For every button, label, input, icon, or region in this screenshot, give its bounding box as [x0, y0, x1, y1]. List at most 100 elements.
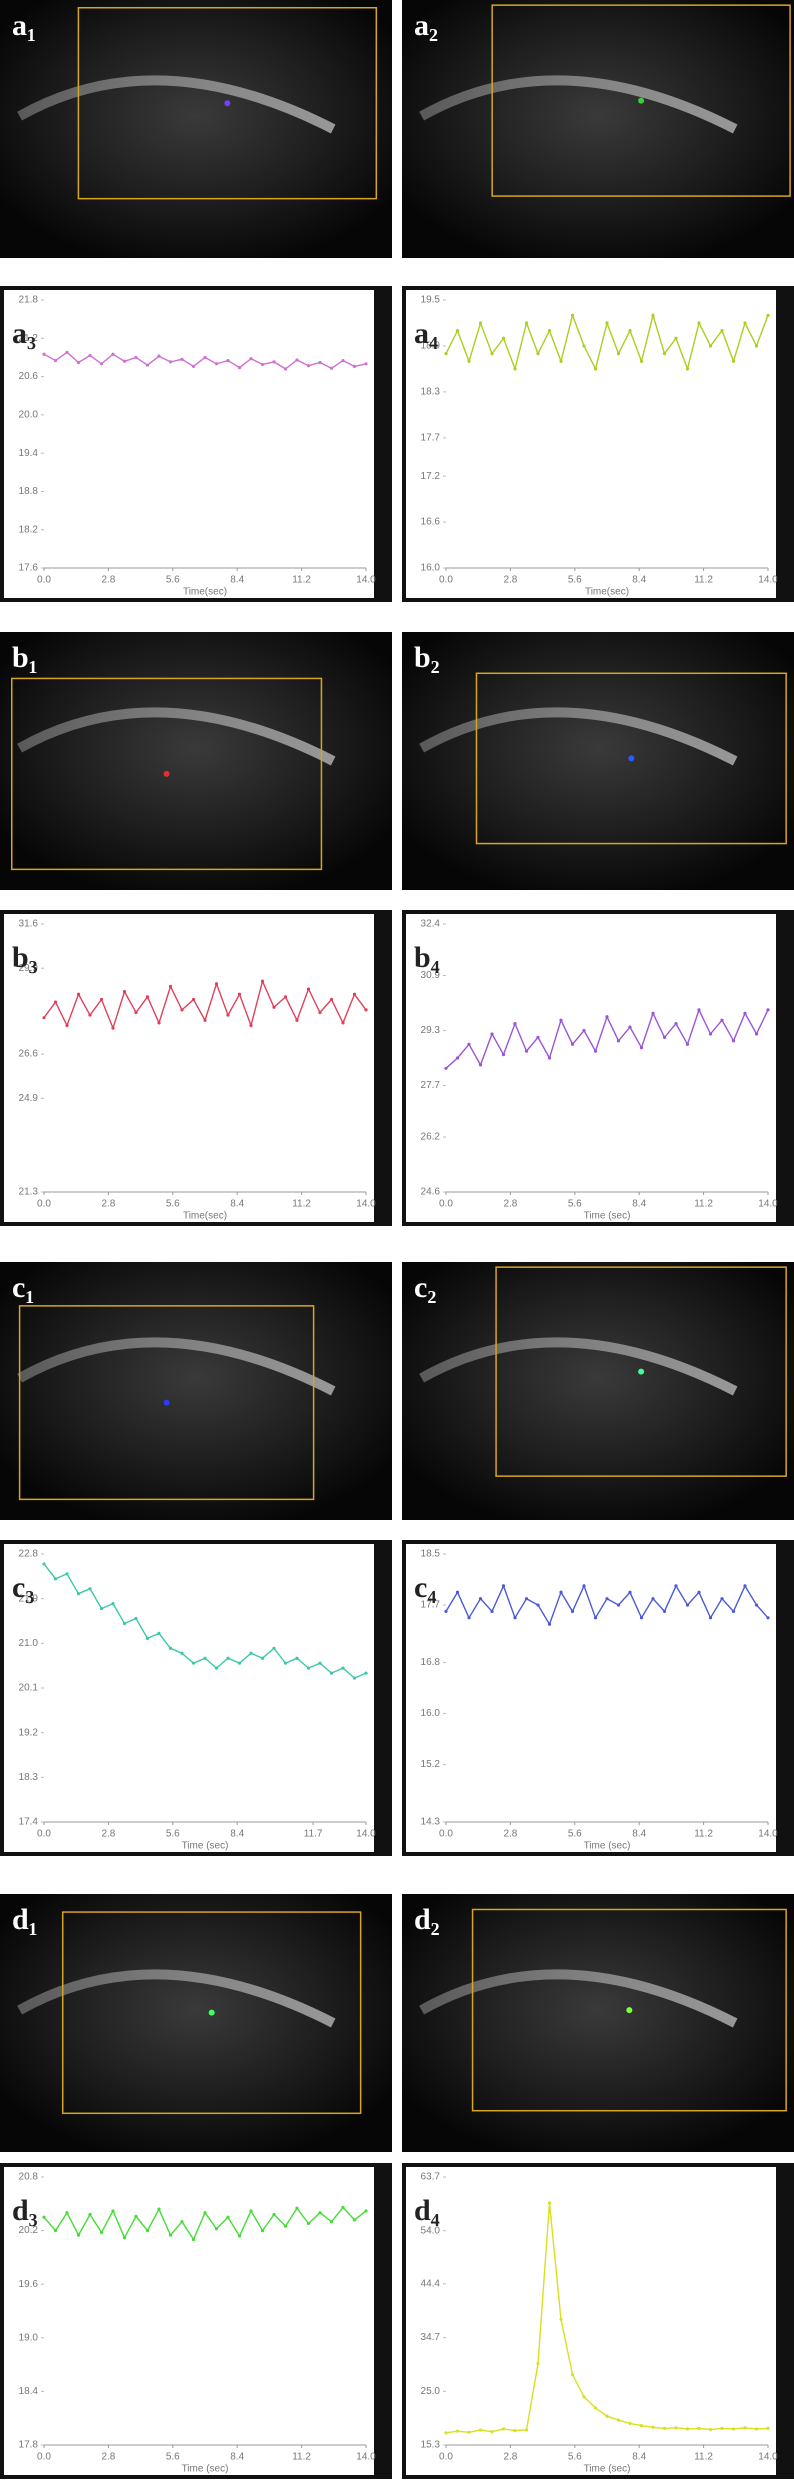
data-point	[157, 2207, 161, 2211]
data-point	[720, 329, 724, 333]
data-point	[501, 1584, 506, 1588]
data-point	[364, 362, 368, 366]
y-tick-label: 63.7	[421, 2172, 441, 2183]
data-point	[444, 352, 448, 356]
data-point	[490, 1032, 494, 1036]
x-tick-label: 14.0	[356, 1829, 376, 1840]
y-tick-label: 29.9	[19, 963, 39, 974]
data-point	[605, 321, 609, 325]
data-point	[295, 2206, 299, 2210]
y-tick-label: 20.6	[19, 371, 39, 382]
data-point	[570, 2373, 575, 2377]
data-point	[329, 366, 334, 370]
data-point	[111, 352, 115, 356]
data-point	[536, 352, 540, 356]
y-tick-label: 14.3	[421, 1817, 441, 1828]
data-point	[708, 2427, 713, 2432]
x-tick-label: 14.0	[356, 575, 376, 586]
data-point	[490, 352, 494, 356]
data-point	[122, 1621, 127, 1626]
data-point	[157, 1631, 161, 1636]
data-point	[467, 1616, 471, 1620]
data-point	[76, 360, 81, 365]
data-point	[306, 364, 311, 368]
data-point	[191, 997, 196, 1002]
x-tick-label: 11.2	[694, 575, 713, 586]
data-point	[708, 1616, 713, 1620]
data-point	[536, 2362, 540, 2366]
x-tick-label: 5.6	[166, 575, 180, 586]
data-point	[685, 1042, 690, 1046]
roi-point	[638, 97, 645, 104]
data-point	[88, 1013, 92, 1017]
data-point	[88, 1587, 92, 1591]
data-point	[582, 344, 586, 348]
data-point	[593, 2406, 598, 2410]
panel-label: d₄	[414, 2194, 440, 2227]
data-point	[237, 992, 242, 996]
data-point	[214, 1666, 219, 1670]
y-tick-label: 25.0	[421, 2386, 441, 2397]
data-point	[191, 364, 196, 368]
y-tick-label: 15.2	[421, 1759, 441, 1770]
data-point	[455, 329, 460, 333]
y-tick-label: 44.4	[421, 2279, 441, 2290]
tissue-band	[419, 75, 738, 134]
data-point	[65, 350, 69, 354]
x-tick-label: 2.8	[101, 575, 115, 586]
data-point	[501, 336, 506, 340]
data-point	[478, 2428, 483, 2432]
data-point	[237, 1661, 242, 1665]
data-point	[455, 2429, 460, 2433]
data-point	[180, 1008, 184, 1012]
roi-point	[626, 2007, 633, 2014]
data-point	[651, 1597, 655, 1601]
data-point	[766, 2426, 770, 2430]
data-point	[593, 367, 598, 371]
data-point	[628, 2421, 632, 2426]
y-tick-label: 32.4	[421, 919, 441, 930]
x-tick-label: 2.8	[503, 2452, 517, 2463]
data-point	[708, 1032, 713, 1036]
y-tick-label: 21.0	[19, 1638, 39, 1649]
data-point	[570, 1042, 575, 1046]
data-point	[341, 1666, 345, 1670]
y-tick-label: 17.8	[19, 2440, 39, 2451]
data-point	[352, 1676, 357, 1680]
data-point	[76, 992, 81, 996]
panel-label: d₁	[12, 1903, 38, 1936]
data-point	[214, 982, 219, 986]
roi-box	[18, 1305, 315, 1501]
y-tick-label: 24.6	[421, 1187, 441, 1198]
data-point	[501, 2427, 506, 2431]
data-point	[364, 1008, 368, 1012]
data-point	[743, 1584, 747, 1588]
panel-label: c₁	[12, 1271, 34, 1304]
data-point	[455, 1590, 460, 1594]
panel-label: b₂	[414, 641, 440, 674]
data-point	[341, 359, 345, 363]
data-point	[559, 359, 563, 363]
x-axis-label: Time(sec)	[585, 587, 629, 598]
data-point	[639, 359, 644, 363]
data-point	[318, 360, 322, 365]
roi-point	[628, 755, 635, 762]
x-tick-label: 0.0	[439, 1199, 453, 1210]
data-point	[180, 357, 184, 361]
y-tick-label: 34.7	[421, 2332, 441, 2343]
data-point	[329, 1671, 334, 1675]
chart-background	[406, 2167, 776, 2475]
y-tick-label: 26.6	[19, 1049, 39, 1060]
x-tick-label: 8.4	[632, 1829, 646, 1840]
data-point	[145, 1636, 150, 1640]
data-point	[743, 321, 747, 325]
y-tick-label: 17.7	[421, 1600, 441, 1611]
x-tick-label: 14.0	[758, 1199, 778, 1210]
data-point	[743, 1011, 747, 1015]
data-point	[513, 1616, 517, 1620]
data-point	[674, 1022, 678, 1026]
x-tick-label: 11.2	[292, 575, 311, 586]
data-point	[559, 1018, 563, 1022]
data-point	[237, 2234, 242, 2238]
data-point	[88, 2212, 92, 2217]
